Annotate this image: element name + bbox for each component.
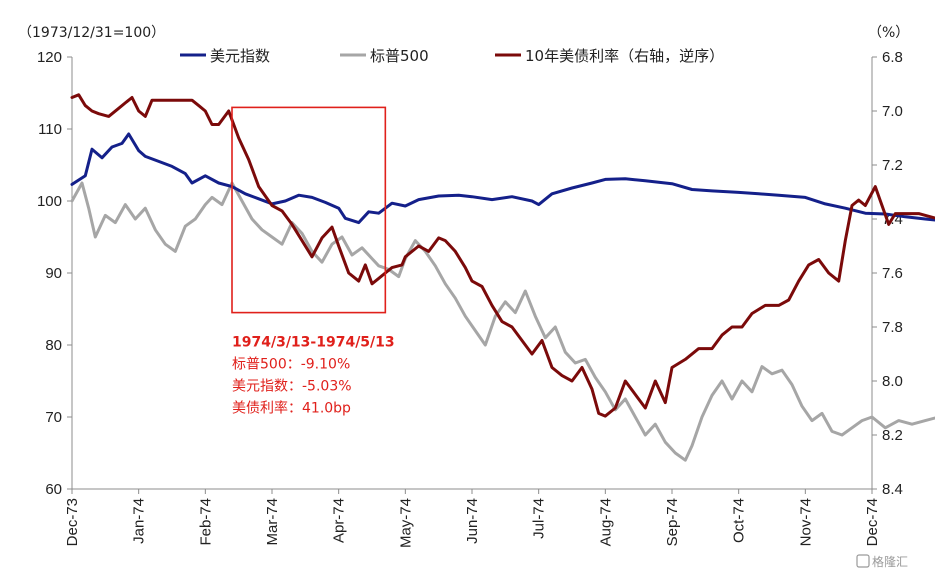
- right-axis-title: （%）: [868, 25, 909, 41]
- right-tick-label: 8.0: [882, 373, 903, 390]
- x-tick-label: Mar-74: [264, 498, 281, 546]
- x-tick-label: May-74: [397, 498, 414, 548]
- watermark: 格隆汇: [856, 554, 908, 569]
- left-tick-label: 80: [45, 337, 62, 354]
- watermark-logo-icon: [856, 554, 870, 568]
- right-tick-label: 7.8: [882, 319, 903, 336]
- x-tick-label: Sep-74: [664, 498, 681, 546]
- highlight-box: [231, 106, 387, 314]
- right-tick-label: 7.2: [882, 157, 903, 174]
- x-tick-label: Jul-74: [531, 498, 548, 539]
- left-tick-label: 60: [45, 481, 62, 498]
- series-line-usd-index: [70, 132, 935, 225]
- x-tick-label: Jun-74: [464, 498, 481, 544]
- x-tick-label: Feb-74: [197, 498, 214, 546]
- watermark-text: 格隆汇: [872, 554, 908, 569]
- annotation-line: 标普500：-9.10%: [232, 357, 350, 373]
- legend-label: 标普500: [370, 47, 429, 65]
- left-tick-label: 70: [45, 409, 62, 426]
- right-tick-label: 6.8: [882, 49, 903, 66]
- left-tick-label: 90: [45, 265, 62, 282]
- x-tick-label: Aug-74: [597, 498, 614, 546]
- left-tick-label: 100: [37, 193, 62, 210]
- series-line-sp500: [70, 181, 935, 462]
- x-tick-label: Nov-74: [797, 498, 814, 546]
- legend: 美元指数 标普500 10年美债利率（右轴，逆序）: [180, 47, 724, 65]
- annotation: 1974/3/13-1974/5/13 标普500：-9.10% 美元指数：-5.0…: [231, 106, 395, 417]
- annotation-line: 美元指数：-5.03%: [232, 379, 352, 395]
- left-axis-title: （1973/12/31=100）: [18, 25, 165, 41]
- right-tick-label: 8.4: [882, 481, 903, 498]
- left-tick-label: 110: [38, 121, 62, 138]
- legend-label: 美元指数: [210, 47, 270, 65]
- x-tick-label: Oct-74: [731, 498, 748, 543]
- axes: 120110100908070606.87.07.27.47.67.88.08.…: [37, 49, 903, 548]
- x-tick-label: Dec-74: [864, 498, 881, 546]
- right-tick-label: 7.6: [882, 265, 903, 282]
- right-tick-label: 8.2: [882, 427, 903, 444]
- series-layer: [70, 93, 935, 462]
- x-tick-label: Apr-74: [331, 498, 348, 543]
- annotation-period: 1974/3/13-1974/5/13: [232, 335, 395, 351]
- annotation-line: 美债利率：41.0bp: [232, 400, 351, 417]
- series-line-ust10y: [70, 93, 935, 418]
- left-tick-label: 120: [37, 49, 62, 66]
- x-tick-label: Jan-74: [131, 498, 148, 544]
- legend-label: 10年美债利率（右轴，逆序）: [525, 47, 724, 65]
- right-tick-label: 7.0: [882, 103, 903, 120]
- x-tick-label: Dec-73: [64, 498, 81, 546]
